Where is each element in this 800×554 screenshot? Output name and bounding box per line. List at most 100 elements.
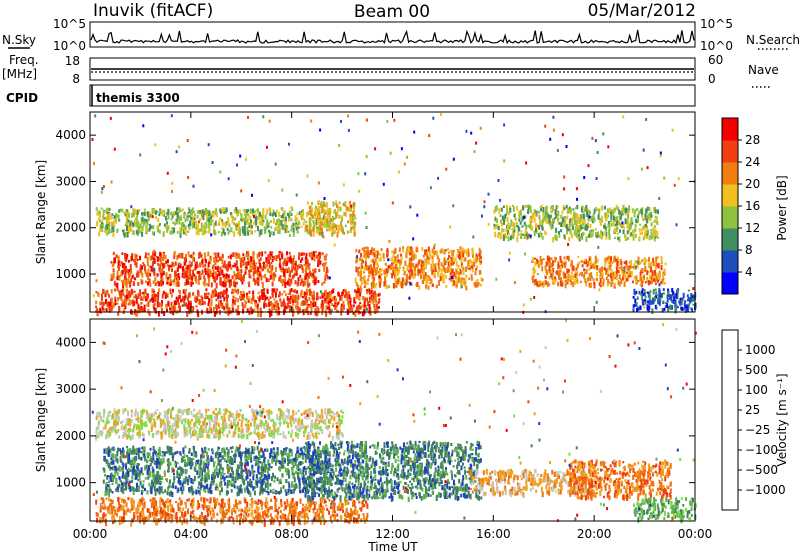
echo-speck (473, 150, 476, 153)
echo-speck (445, 167, 448, 171)
echo-pixel (450, 274, 452, 278)
echo-pixel (118, 501, 120, 506)
echo-pixel (402, 246, 405, 249)
echo-pixel (284, 302, 287, 307)
echo-pixel (543, 217, 546, 222)
echo-pixel (190, 216, 193, 220)
echo-pixel (355, 266, 358, 273)
echo-pixel (398, 247, 401, 252)
echo-pixel (353, 509, 356, 515)
echo-pixel (187, 508, 189, 515)
echo-pixel (169, 502, 172, 507)
echo-pixel (243, 217, 246, 222)
echo-pixel (118, 506, 121, 512)
echo-pixel (153, 292, 155, 296)
echo-pixel (270, 220, 272, 223)
echo-pixel (395, 282, 398, 288)
echo-pixel (136, 270, 139, 275)
echo-speck (646, 166, 649, 170)
echo-pixel (297, 226, 300, 229)
echo-pixel (273, 272, 275, 276)
echo-pixel (371, 275, 374, 280)
echo-pixel (633, 275, 636, 280)
echo-pixel (589, 282, 592, 288)
echo-pixel (221, 253, 224, 259)
echo-pixel (186, 304, 189, 310)
echo-speck (330, 309, 333, 313)
echo-pixel (353, 228, 356, 234)
echo-pixel (420, 274, 422, 280)
echo-pixel (275, 255, 278, 262)
echo-pixel (296, 310, 299, 313)
echo-pixel (410, 262, 413, 269)
echo-pixel (237, 502, 240, 505)
echo-pixel (157, 263, 160, 266)
echo-pixel (139, 298, 142, 301)
echo-pixel (249, 215, 252, 221)
echo-pixel (236, 274, 239, 280)
echo-speck (267, 179, 270, 182)
echo-pixel (663, 268, 666, 275)
echo-pixel (321, 282, 324, 286)
echo-pixel (342, 202, 345, 206)
echo-pixel (551, 275, 554, 281)
echo-pixel (214, 273, 217, 279)
echo-pixel (128, 271, 131, 277)
echo-pixel (140, 306, 143, 309)
echo-pixel (315, 222, 318, 225)
echo-pixel (206, 214, 209, 219)
echo-pixel (289, 508, 291, 514)
echo-pixel (290, 257, 293, 264)
echo-pixel (191, 274, 194, 278)
echo-pixel (244, 499, 247, 504)
echo-pixel (131, 255, 134, 261)
echo-pixel (326, 222, 328, 228)
echo-pixel (152, 255, 155, 259)
echo-pixel (153, 231, 155, 236)
echo-speck (487, 192, 490, 196)
echo-speck (675, 223, 678, 227)
echo-pixel (272, 255, 275, 261)
echo-pixel (126, 507, 129, 513)
echo-pixel (324, 217, 327, 221)
echo-pixel (563, 256, 566, 260)
echo-pixel (206, 505, 209, 512)
echo-pixel (581, 221, 584, 226)
echo-pixel (211, 273, 214, 278)
echo-pixel (311, 295, 314, 301)
echo-pixel (613, 207, 616, 213)
echo-pixel (332, 296, 335, 302)
echo-pixel (424, 272, 427, 278)
echo-pixel (255, 262, 258, 265)
echo-pixel (674, 294, 677, 298)
echo-pixel (676, 290, 679, 295)
echo-pixel (108, 225, 111, 231)
echo-speck (208, 258, 211, 262)
echo-pixel (580, 233, 583, 238)
echo-pixel (112, 227, 115, 233)
echo-pixel (635, 275, 638, 281)
echo-pixel (280, 251, 283, 255)
echo-pixel (344, 203, 347, 208)
echo-pixel (480, 283, 482, 287)
echo-speck (389, 151, 392, 155)
echo-pixel (352, 207, 355, 211)
echo-pixel (631, 208, 634, 211)
echo-pixel (215, 278, 218, 281)
echo-pixel (247, 213, 250, 217)
echo-pixel (244, 266, 247, 269)
echo-pixel (475, 261, 478, 264)
echo-pixel (196, 517, 199, 524)
echo-pixel (283, 210, 286, 216)
echo-speck (673, 183, 676, 187)
echo-pixel (394, 258, 397, 262)
echo-pixel (136, 272, 138, 278)
echo-pixel (186, 280, 189, 284)
echo-pixel (219, 503, 222, 510)
echo-pixel (379, 252, 382, 256)
echo-pixel (339, 500, 342, 504)
echo-pixel (412, 267, 415, 270)
echo-pixel (646, 291, 649, 294)
echo-pixel (647, 270, 650, 274)
echo-pixel (468, 277, 471, 281)
